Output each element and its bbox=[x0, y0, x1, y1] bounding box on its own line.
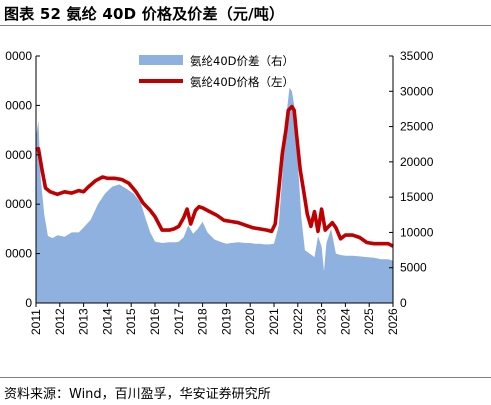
x-tick-label: 2024 bbox=[338, 308, 352, 335]
left-tick-label: 0 bbox=[25, 296, 32, 310]
left-tick-label: 0000 bbox=[5, 148, 32, 162]
source-note: 资料来源：Wind，百川盈孚，华安证券研究所 bbox=[4, 387, 271, 402]
left-tick-label: 0000 bbox=[5, 98, 32, 112]
right-tick-label: 5000 bbox=[400, 261, 427, 275]
x-tick-label: 2021 bbox=[267, 308, 281, 335]
x-tick-label: 2016 bbox=[148, 308, 162, 335]
price-line-layer bbox=[35, 104, 394, 248]
price-line bbox=[35, 104, 394, 248]
axes: 0000000000000000000003500030000250002000… bbox=[5, 49, 433, 335]
right-tick-label: 30000 bbox=[400, 84, 434, 98]
x-tick-label: 2017 bbox=[172, 308, 186, 335]
x-tick-label: 2015 bbox=[124, 308, 138, 335]
right-tick-label: 20000 bbox=[400, 155, 434, 169]
right-tick-label: 10000 bbox=[400, 225, 434, 239]
legend-spread-label: 氨纶40D价差（右） bbox=[190, 54, 294, 68]
right-tick-label: 0 bbox=[400, 296, 407, 310]
x-tick-label: 2014 bbox=[100, 308, 114, 335]
spread-area-layer bbox=[36, 87, 393, 303]
legend-spread-swatch bbox=[139, 55, 183, 65]
x-tick-label: 2020 bbox=[243, 308, 257, 335]
x-tick-label: 2022 bbox=[291, 308, 305, 335]
left-tick-label: 0000 bbox=[5, 247, 32, 261]
x-tick-label: 2013 bbox=[77, 308, 91, 335]
legend-price-label: 氨纶40D价格（左） bbox=[190, 75, 294, 89]
x-tick-label: 2023 bbox=[315, 308, 329, 335]
title-divider bbox=[0, 25, 491, 26]
legend: 氨纶40D价差（右） 氨纶40D价格（左） bbox=[139, 54, 294, 89]
x-tick-label: 2019 bbox=[219, 308, 233, 335]
x-tick-label: 2012 bbox=[53, 308, 67, 335]
x-tick-label: 2025 bbox=[362, 308, 376, 335]
footer-divider bbox=[0, 377, 491, 378]
left-tick-label: 0000 bbox=[5, 49, 32, 63]
x-tick-label: 2011 bbox=[29, 309, 43, 335]
spread-area bbox=[36, 87, 393, 303]
chart-canvas: 0000000000000000000003500030000250002000… bbox=[5, 49, 433, 335]
left-tick-label: 0000 bbox=[5, 197, 32, 211]
right-tick-label: 15000 bbox=[400, 190, 434, 204]
right-tick-label: 35000 bbox=[400, 49, 434, 63]
chart-title: 图表 52 氨纶 40D 价格及价差（元/吨） bbox=[4, 5, 285, 23]
x-tick-label: 2018 bbox=[196, 308, 210, 335]
right-tick-label: 25000 bbox=[400, 120, 434, 134]
x-tick-label: 2026 bbox=[386, 308, 400, 335]
